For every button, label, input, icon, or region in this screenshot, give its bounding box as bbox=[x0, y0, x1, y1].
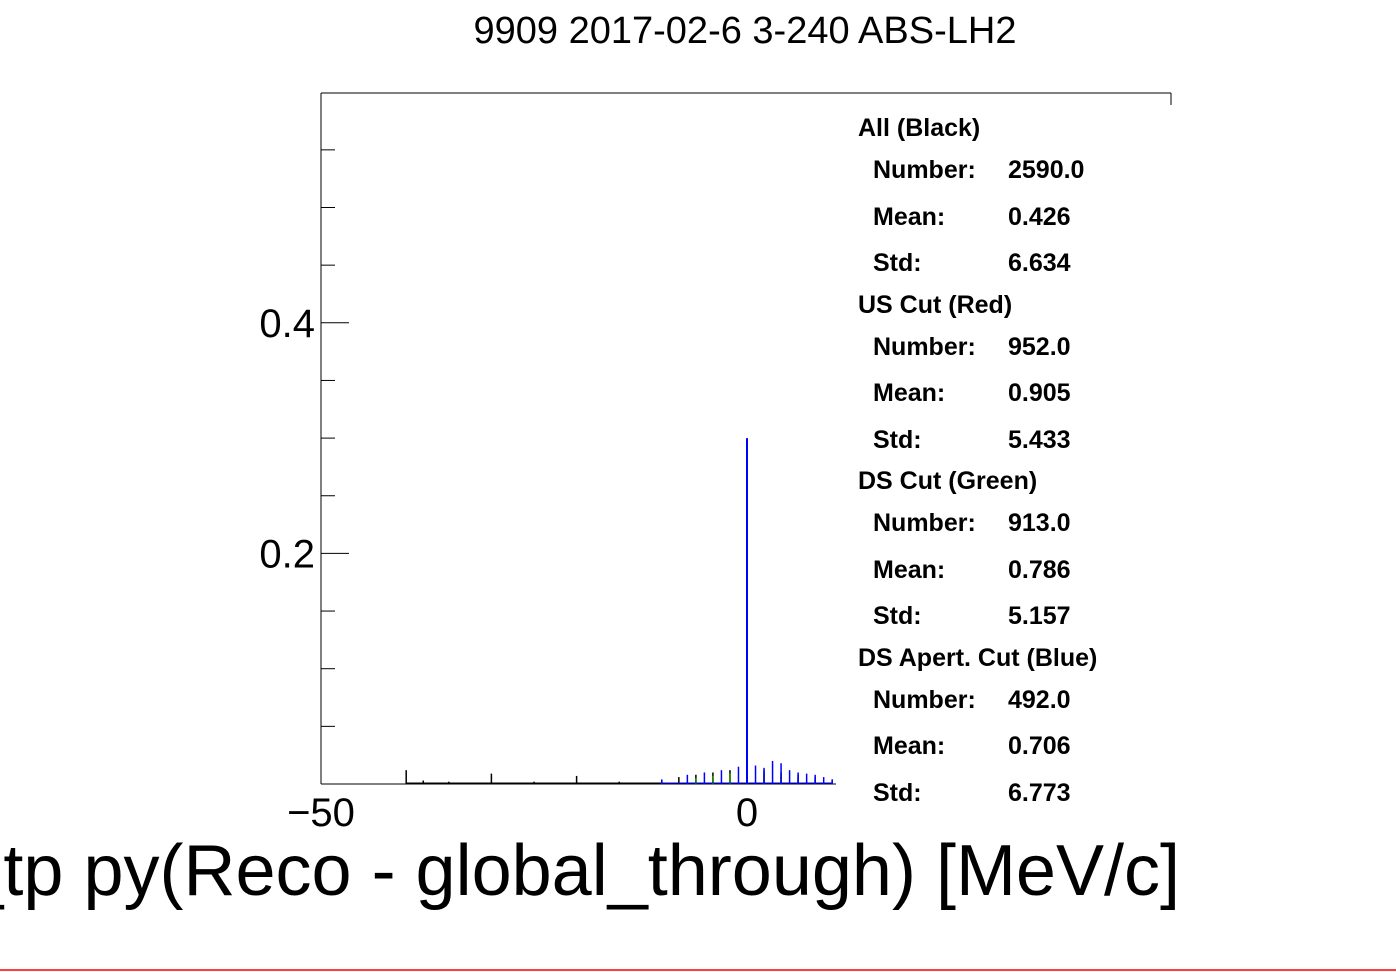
stats-key: Mean: bbox=[873, 202, 946, 231]
stats-value: 0.905 bbox=[1008, 379, 1071, 407]
stats-key: Std: bbox=[873, 602, 922, 630]
stats-key: Mean: bbox=[873, 555, 946, 584]
stats-value: 5.433 bbox=[1008, 425, 1071, 454]
stats-row: Std: 6.634 bbox=[858, 240, 1178, 287]
y-tick-label: 0.4 bbox=[259, 302, 315, 346]
stats-row: Std: 6.773 bbox=[858, 770, 1178, 817]
stats-group-title: US Cut (Red) bbox=[858, 290, 1013, 319]
stats-box: All (Black) Number: 2590.0 Mean: 0.426 Std: 6.… bbox=[858, 110, 1178, 816]
stats-value: 6.773 bbox=[1008, 778, 1071, 807]
stats-value: 952.0 bbox=[1008, 332, 1071, 361]
stats-value: 492.0 bbox=[1008, 685, 1071, 714]
stats-key: Mean: bbox=[873, 379, 946, 407]
stats-value: 6.634 bbox=[1008, 249, 1071, 277]
x-tick-label: 0 bbox=[736, 791, 758, 835]
stats-row: Number: 2590.0 bbox=[858, 147, 1178, 194]
stats-key: Number: bbox=[873, 332, 976, 361]
stats-value: 913.0 bbox=[1008, 509, 1071, 537]
stats-key: Std: bbox=[873, 249, 922, 277]
series-0 bbox=[405, 767, 833, 784]
x-axis-label: _tp py(Reco - global_through) [MeV/c] bbox=[0, 831, 1180, 911]
stats-row: Mean: 0.786 bbox=[858, 547, 1178, 594]
y-tick-label: 0.2 bbox=[259, 532, 315, 576]
stats-row: Std: 5.433 bbox=[858, 417, 1178, 464]
bottom-strip bbox=[0, 969, 1396, 971]
stats-row: Mean: 0.706 bbox=[858, 723, 1178, 770]
stats-key: Number: bbox=[873, 509, 976, 537]
x-tick-label: −50 bbox=[287, 791, 355, 835]
series-3 bbox=[661, 438, 833, 784]
stats-group-title: All (Black) bbox=[858, 114, 981, 142]
stats-row: Mean: 0.426 bbox=[858, 194, 1178, 241]
stats-value: 5.157 bbox=[1008, 602, 1071, 630]
stats-group-title: DS Cut (Green) bbox=[858, 467, 1038, 495]
stats-value: 0.706 bbox=[1008, 732, 1071, 760]
stats-row: Mean: 0.905 bbox=[858, 370, 1178, 417]
chart-title: 9909 2017-02-6 3-240 ABS-LH2 bbox=[473, 10, 1017, 52]
stats-row: Number: 913.0 bbox=[858, 500, 1178, 547]
stats-value: 2590.0 bbox=[1008, 156, 1085, 184]
stats-key: Std: bbox=[873, 778, 922, 807]
stats-key: Number: bbox=[873, 685, 976, 714]
stats-row: Number: 952.0 bbox=[858, 324, 1178, 371]
stats-key: Mean: bbox=[873, 732, 946, 760]
tick-labels: 0.2 0.4 −50 0 bbox=[259, 302, 758, 835]
stats-row: Number: 492.0 bbox=[858, 677, 1178, 724]
stats-key: Std: bbox=[873, 425, 922, 454]
histogram-series bbox=[405, 438, 833, 784]
stats-value: 0.426 bbox=[1008, 202, 1071, 231]
stats-key: Number: bbox=[873, 156, 976, 184]
axis-ticks bbox=[321, 149, 349, 727]
stats-group-title: DS Apert. Cut (Blue) bbox=[858, 643, 1098, 672]
stats-row: Std: 5.157 bbox=[858, 593, 1178, 640]
stats-value: 0.786 bbox=[1008, 555, 1071, 584]
